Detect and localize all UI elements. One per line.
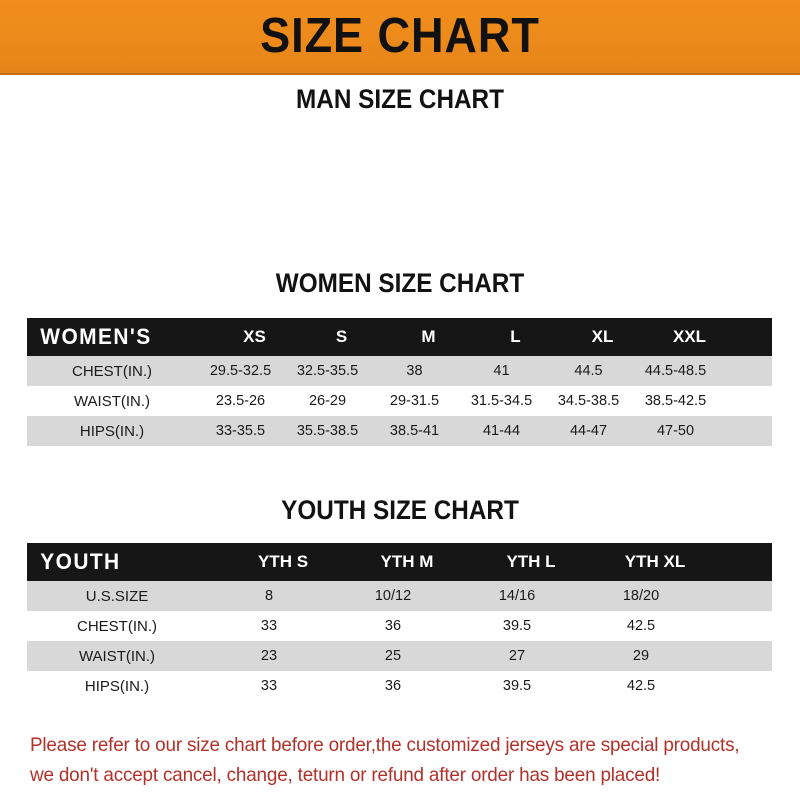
measurement-cell: 38.5-41: [389, 423, 440, 439]
measurement-cell: 29: [632, 648, 650, 664]
measurement-cell: 29.5-32.5: [209, 363, 272, 379]
man-section-title: MAN SIZE CHART: [296, 84, 504, 114]
measurement-cell: 41-44: [482, 423, 521, 439]
measurement-cell: 36: [384, 618, 402, 634]
column-header: XXL: [672, 327, 707, 346]
order-policy-line-1: Please refer to our size chart before or…: [30, 734, 740, 756]
table-row: U.S.SIZE 8 10/12 14/16 18/20: [27, 581, 772, 611]
page-banner: SIZE CHART: [0, 0, 800, 75]
measurement-cell: 42.5: [626, 618, 656, 634]
measurement-cell: 44-47: [569, 423, 608, 439]
table-row: HIPS(IN.) 33-35.5 35.5-38.5 38.5-41 41-44 44-…: [27, 416, 772, 446]
measurement-cell: 33-35.5: [215, 423, 266, 439]
measurement-cell: 10/12: [374, 588, 412, 604]
order-policy-note: Please refer to our size chart before or…: [30, 730, 756, 790]
measurement-cell: 29-31.5: [389, 393, 440, 409]
table-row: WAIST(IN.) 23 25 27 29: [27, 641, 772, 671]
youth-table-header-row: YOUTH YTH S YTH M YTH L YTH XL: [27, 543, 772, 581]
order-policy-line-2: we don't accept cancel, change, teturn o…: [30, 764, 661, 786]
measurement-cell: 42.5: [626, 678, 656, 694]
row-label: CHEST(IN.): [77, 617, 157, 635]
measurement-cell: 27: [508, 648, 526, 664]
measurement-cell: 25: [384, 648, 402, 664]
measurement-cell: 8: [264, 588, 274, 604]
row-label: WAIST(IN.): [73, 392, 151, 410]
column-header: S: [335, 327, 348, 346]
youth-section-title: YOUTH SIZE CHART: [281, 495, 519, 525]
column-header: XS: [243, 327, 266, 346]
column-header: XL: [591, 327, 614, 346]
measurement-cell: 34.5-38.5: [557, 393, 620, 409]
measurement-cell: 33: [260, 618, 278, 634]
row-label: CHEST(IN.): [72, 362, 152, 380]
measurement-cell: 41: [493, 363, 510, 379]
row-label: HIPS(IN.): [84, 677, 150, 695]
table-row: HIPS(IN.) 33 36 39.5 42.5: [27, 671, 772, 701]
women-table-header-label: WOMEN'S: [40, 324, 152, 349]
measurement-cell: 26-29: [308, 393, 347, 409]
table-row: WAIST(IN.) 23.5-26 26-29 29-31.5 31.5-34.5 34…: [27, 386, 772, 416]
women-section-title: WOMEN SIZE CHART: [275, 268, 525, 298]
measurement-cell: 23: [260, 648, 278, 664]
measurement-cell: 14/16: [498, 588, 536, 604]
measurement-cell: 36: [384, 678, 402, 694]
column-header: YTH S: [257, 552, 309, 571]
women-table-header-row: WOMEN'S XS S M L XL XXL: [27, 318, 772, 356]
measurement-cell: 18/20: [622, 588, 660, 604]
column-header: YTH M: [380, 552, 434, 571]
table-row: CHEST(IN.) 29.5-32.5 32.5-35.5 38 41 44.5 44.5…: [27, 356, 772, 386]
row-label: HIPS(IN.): [79, 422, 145, 440]
column-header: M: [421, 327, 436, 346]
measurement-cell: 32.5-35.5: [296, 363, 359, 379]
women-size-table: WOMEN'S XS S M L XL XXL CHEST(IN.) 29.5-32.5 32.5…: [27, 318, 772, 446]
measurement-cell: 35.5-38.5: [296, 423, 359, 439]
measurement-cell: 44.5: [574, 363, 603, 379]
measurement-cell: 47-50: [656, 423, 695, 439]
measurement-cell: 23.5-26: [215, 393, 266, 409]
measurement-cell: 33: [260, 678, 278, 694]
column-header: YTH L: [506, 552, 556, 571]
measurement-cell: 38.5-42.5: [644, 393, 707, 409]
measurement-cell: 39.5: [502, 618, 532, 634]
measurement-cell: 38: [406, 363, 423, 379]
measurement-cell: 44.5-48.5: [644, 363, 707, 379]
column-header: L: [510, 327, 521, 346]
row-label: U.S.SIZE: [85, 587, 149, 605]
measurement-cell: 39.5: [502, 678, 532, 694]
measurement-cell: 31.5-34.5: [470, 393, 533, 409]
youth-size-table: YOUTH YTH S YTH M YTH L YTH XL U.S.SIZE 8 10/12…: [27, 543, 772, 701]
youth-table-header-label: YOUTH: [40, 549, 121, 574]
table-row: CHEST(IN.) 33 36 39.5 42.5: [27, 611, 772, 641]
page-title: SIZE CHART: [260, 9, 540, 63]
row-label: WAIST(IN.): [78, 647, 156, 665]
column-header: YTH XL: [624, 552, 686, 571]
